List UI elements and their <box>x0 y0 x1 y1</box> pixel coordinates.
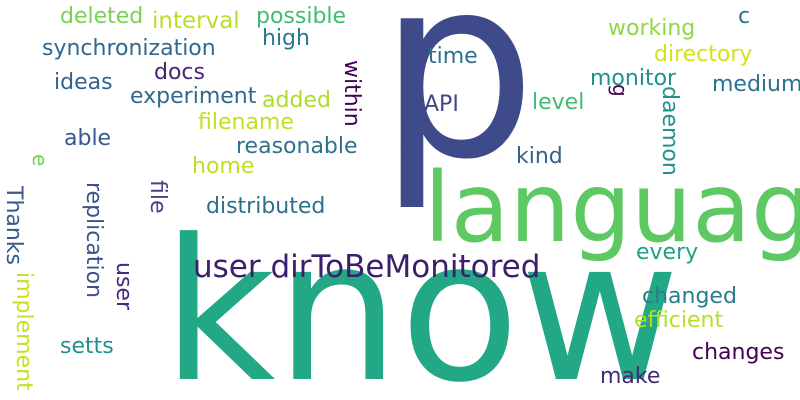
word-synchronization: synchronization <box>42 36 216 61</box>
word-docs: docs <box>154 60 205 85</box>
word-reasonable: reasonable <box>236 134 358 159</box>
word-filename: filename <box>198 110 294 135</box>
word-file: file <box>145 180 170 214</box>
word-ideas: ideas <box>54 70 113 95</box>
word-directory: directory <box>654 42 753 67</box>
word-kind: kind <box>516 144 563 169</box>
word-implement: implement <box>11 272 36 391</box>
word-replication: replication <box>81 182 106 299</box>
word-level: level <box>532 90 585 115</box>
word-time: time <box>428 44 478 69</box>
word-able: able <box>64 126 112 151</box>
word-e: e <box>28 154 52 167</box>
word-working: working <box>608 16 696 41</box>
word-changed: changed <box>642 284 737 309</box>
word-interval: interval <box>152 8 240 34</box>
word-make: make <box>600 364 661 389</box>
word-c: c <box>738 4 751 29</box>
word-user-dirtobemonitored: user dirToBeMonitored <box>193 249 541 285</box>
word-distributed: distributed <box>206 194 326 219</box>
word-thanks: Thanks <box>1 186 26 266</box>
word-g: g <box>608 84 632 97</box>
word-user: user <box>111 262 136 310</box>
word-changes: changes <box>692 340 785 365</box>
word-every: every <box>636 240 699 265</box>
word-experiment: experiment <box>130 84 257 109</box>
word-home: home <box>192 154 255 179</box>
word-api: API <box>424 92 459 117</box>
word-monitor: monitor <box>590 66 677 91</box>
word-efficient: efficient <box>634 308 724 333</box>
word-added: added <box>262 88 331 113</box>
word-high: high <box>262 26 310 51</box>
word-possible: possible <box>256 4 347 29</box>
word-p: p <box>378 0 537 214</box>
word-deleted: deleted <box>60 4 144 29</box>
word-daemon: daemon <box>657 86 682 176</box>
word-know: know <box>162 198 680 400</box>
word-language: language <box>424 152 800 264</box>
word-setts: setts <box>60 334 114 359</box>
word-medium: medium <box>712 72 800 97</box>
word-within: within <box>339 60 364 127</box>
